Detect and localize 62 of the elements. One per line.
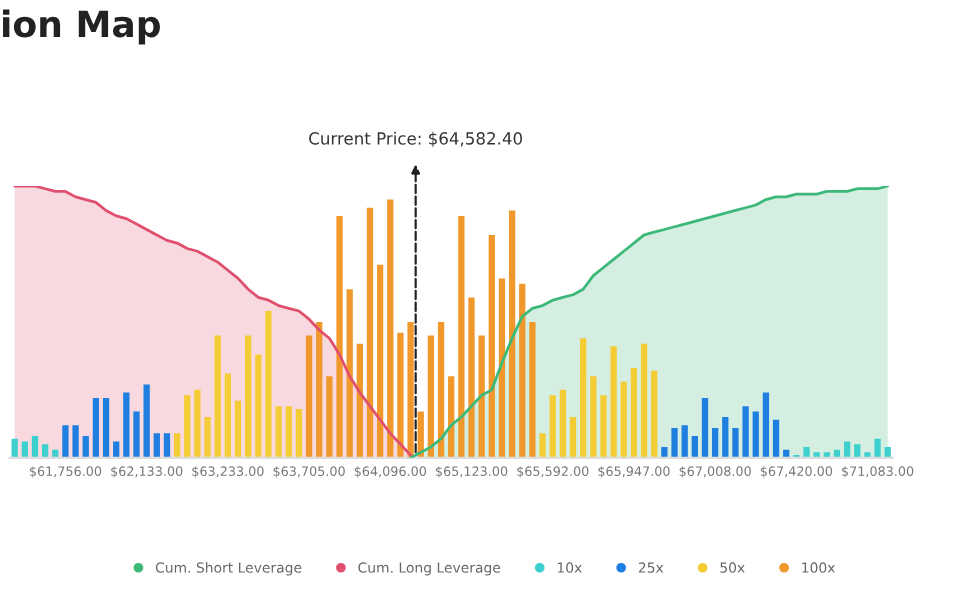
bar <box>153 433 160 458</box>
bar <box>255 354 262 458</box>
bar <box>498 278 506 458</box>
bar <box>712 427 719 458</box>
bar <box>387 199 394 458</box>
bar <box>316 321 323 458</box>
bar <box>163 433 171 458</box>
bar <box>173 433 181 458</box>
bar <box>488 234 495 458</box>
bar <box>478 335 485 458</box>
bar <box>448 376 455 458</box>
bar <box>468 297 475 458</box>
bar <box>356 343 363 458</box>
bar <box>630 368 638 458</box>
bar <box>143 384 150 458</box>
bar <box>569 417 577 458</box>
bar <box>285 406 292 458</box>
bar <box>437 321 445 458</box>
bar <box>31 436 39 458</box>
bar <box>843 441 851 458</box>
bar <box>762 392 770 458</box>
bar <box>772 419 780 458</box>
bar <box>651 370 658 458</box>
bar <box>752 411 759 458</box>
bar <box>508 210 516 458</box>
bar <box>640 343 648 458</box>
bar <box>234 400 242 458</box>
bar <box>113 441 120 458</box>
bar <box>559 389 567 458</box>
bar <box>539 433 546 458</box>
bar <box>376 264 384 458</box>
bar <box>529 321 536 458</box>
bar <box>722 417 729 458</box>
bar <box>214 335 221 458</box>
bar <box>11 438 18 458</box>
bar <box>102 398 110 458</box>
bar <box>123 392 130 458</box>
chart-title: ion Map <box>3 9 160 45</box>
bar <box>580 338 587 458</box>
bar <box>92 398 100 458</box>
bar <box>346 289 353 458</box>
bar <box>427 335 435 458</box>
bar <box>305 335 313 458</box>
bar <box>519 283 526 458</box>
bar <box>366 207 374 458</box>
bar <box>701 398 709 458</box>
bar <box>295 408 303 458</box>
bar <box>41 444 49 458</box>
bar <box>82 436 89 458</box>
bar <box>184 395 191 458</box>
bar <box>133 411 140 458</box>
bar <box>224 373 232 458</box>
bar <box>681 425 688 458</box>
bar <box>691 436 698 458</box>
bar <box>854 444 861 458</box>
bar <box>549 395 556 458</box>
bar <box>620 381 627 458</box>
bar <box>21 441 28 458</box>
bar <box>245 335 252 458</box>
bar <box>590 376 597 458</box>
bar <box>458 215 465 458</box>
text: Current Price: $64,582.40 <box>309 131 523 147</box>
